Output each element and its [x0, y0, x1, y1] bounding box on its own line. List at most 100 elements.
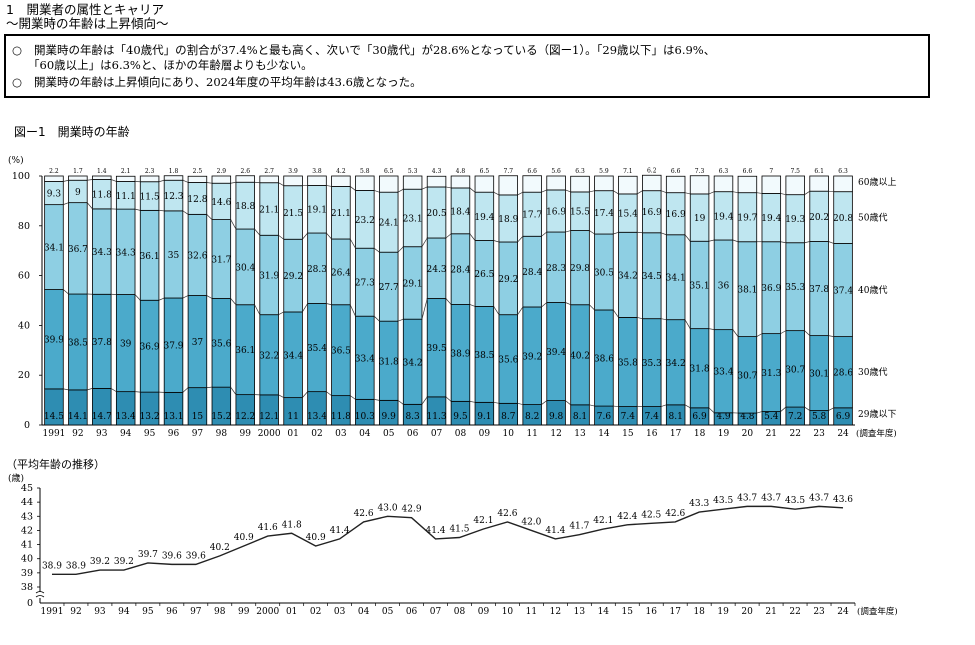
x-tick-label: 09: [478, 607, 490, 617]
bar-connector: [469, 187, 476, 193]
bar-connector: [445, 233, 452, 239]
line-value-label: 43.6: [833, 495, 853, 505]
bar-connector: [374, 399, 380, 401]
bar-value-label: 12.1: [259, 412, 279, 422]
bar-connector: [230, 181, 236, 184]
summary-bullet-1: ○: [12, 43, 23, 57]
bar-value-label: 11.3: [427, 412, 447, 422]
x-tick-label: 05: [382, 607, 394, 617]
bar-segment: [139, 175, 160, 183]
bar-value-label: 20.8: [833, 214, 853, 224]
bar-segment: [355, 175, 375, 191]
bar-connector: [780, 330, 787, 334]
bar-connector: [804, 241, 810, 244]
line-value-label: 40.9: [234, 533, 254, 543]
bar-connector: [63, 179, 69, 182]
bar-connector: [684, 234, 691, 242]
bar-value-label: 40.2: [570, 351, 590, 361]
bar-value-label: 6.3: [838, 168, 848, 175]
bar-connector: [684, 192, 691, 195]
bar-connector: [565, 189, 571, 193]
bar-connector: [278, 234, 284, 240]
bar-value-label: 1.7: [73, 168, 83, 175]
bar-value-label: 37.8: [809, 285, 829, 295]
bar-value-label: 31.8: [690, 365, 710, 375]
x-tick-label: 93: [94, 607, 106, 617]
bar-value-label: 6.3: [719, 168, 729, 175]
x-tick-label: 16: [646, 607, 658, 617]
x-tick-label: 96: [168, 429, 180, 439]
bar-value-label: 36.1: [235, 346, 255, 356]
y-tick-label: 0: [24, 420, 30, 431]
bar-connector: [182, 387, 189, 393]
x-tick-label: 24: [837, 607, 849, 617]
bar-segment: [283, 175, 303, 187]
bar-value-label: 8.1: [573, 412, 587, 422]
y-tick-label: 39: [21, 568, 33, 579]
legend-label: 29歳以下: [858, 408, 896, 420]
bar-segment: [809, 175, 829, 192]
bar-value-label: 11.1: [116, 192, 136, 202]
bar-value-label: 37: [192, 338, 204, 348]
bar-segment: [642, 174, 662, 192]
bar-segment: [594, 175, 614, 192]
bar-value-label: 4.2: [336, 168, 346, 175]
bar-value-label: 39.2: [522, 352, 542, 362]
line-value-label: 39.2: [90, 557, 110, 567]
bar-value-label: 38.5: [474, 351, 494, 361]
x-tick-label: 14: [598, 429, 610, 439]
average-age-line: [51, 505, 844, 575]
bar-value-label: 16.9: [642, 208, 662, 218]
bar-value-label: 15.5: [570, 208, 590, 218]
bar-value-label: 28.4: [522, 268, 542, 278]
bar-connector: [63, 289, 69, 295]
x-tick-label: 02: [311, 429, 322, 439]
line-value-label: 43.7: [809, 493, 829, 503]
bar-value-label: 7.2: [788, 412, 802, 422]
bar-connector: [589, 404, 595, 407]
bar-value-label: 34.2: [666, 359, 686, 369]
x-tick-label: 95: [144, 429, 156, 439]
bar-value-label: 12.2: [235, 412, 255, 422]
summary-line-1: 開業時の年齢は「40歳代」の割合が37.4%と最も高く、次いで「30歳代」が28…: [34, 43, 716, 57]
bar-segment: [570, 175, 590, 193]
bar-value-label: 35.8: [618, 359, 638, 369]
bar-segment: [307, 175, 327, 186]
bar-segment: [450, 175, 471, 189]
x-tick-label: 13: [574, 607, 586, 617]
bar-connector: [804, 406, 811, 411]
bar-value-label: 2.5: [193, 168, 203, 175]
bar-value-label: 32.6: [187, 251, 207, 261]
line-value-label: 40.9: [306, 533, 326, 543]
bar-value-label: 6.6: [743, 168, 753, 175]
bar-connector: [445, 396, 452, 402]
line-value-label: 41.7: [569, 522, 589, 532]
bar-value-label: 17.4: [594, 209, 614, 219]
bar-value-label: 5.6: [551, 168, 561, 175]
bar-connector: [732, 329, 739, 337]
bar-connector: [87, 388, 93, 391]
x-tick-label: 24: [837, 429, 849, 439]
bar-connector: [182, 210, 189, 215]
bar-connector: [182, 295, 189, 299]
x-tick-label: 18: [693, 607, 705, 617]
x-tick-label: 03: [334, 607, 346, 617]
bar-value-label: 6.5: [480, 168, 490, 175]
x-tick-label: 19: [718, 429, 730, 439]
bar-value-label: 8.2: [525, 412, 539, 422]
bar-segment: [402, 175, 423, 190]
x-tick-label: 94: [118, 607, 130, 617]
bar-connector: [349, 304, 356, 317]
y-tick-label: 40: [18, 320, 30, 331]
bar-value-label: 19.1: [307, 206, 327, 216]
x-tick-label: 11: [526, 429, 537, 439]
bar-value-label: 15.2: [211, 412, 231, 422]
bar-connector: [86, 202, 93, 210]
line-value-label: 42.0: [521, 517, 541, 527]
bar-value-label: 5.8: [812, 412, 827, 422]
bar-value-label: 2.2: [49, 168, 59, 175]
bar-value-label: 13.2: [140, 412, 160, 422]
x-tick-label: 20: [742, 429, 754, 439]
bar-value-label: 7.7: [504, 168, 514, 175]
x-tick-label: 1991: [43, 429, 66, 439]
